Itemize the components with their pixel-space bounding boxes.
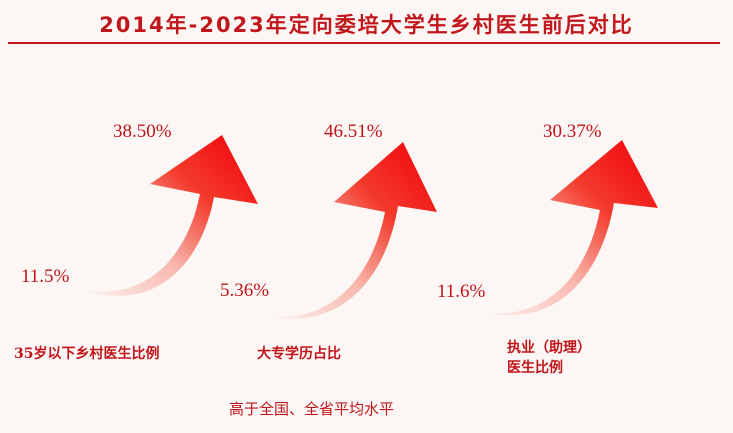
metric-after-value: 46.51% [324, 121, 383, 142]
metric-label: 大专学历占比 [257, 346, 341, 362]
metric-label: 35岁以下乡村医生比例 [14, 346, 160, 362]
growth-arrow-icon [272, 142, 437, 319]
metric-before-value: 11.6% [437, 281, 486, 302]
metric-after-value: 38.50% [113, 121, 172, 142]
metric-label: 执业（助理） [507, 340, 591, 356]
page-title: 2014年-2023年定向委培大学生乡村医生前后对比 [99, 13, 634, 37]
metric-label: 医生比例 [507, 360, 563, 376]
growth-arrow-icon [486, 140, 658, 316]
metric-after-value: 30.37% [543, 121, 602, 142]
title-divider [8, 42, 720, 44]
metric-before-value: 11.5% [21, 266, 70, 287]
footnote: 高于全国、全省平均水平 [229, 400, 395, 418]
growth-arrow-icon [86, 135, 258, 296]
metric-before-value: 5.36% [220, 280, 270, 301]
